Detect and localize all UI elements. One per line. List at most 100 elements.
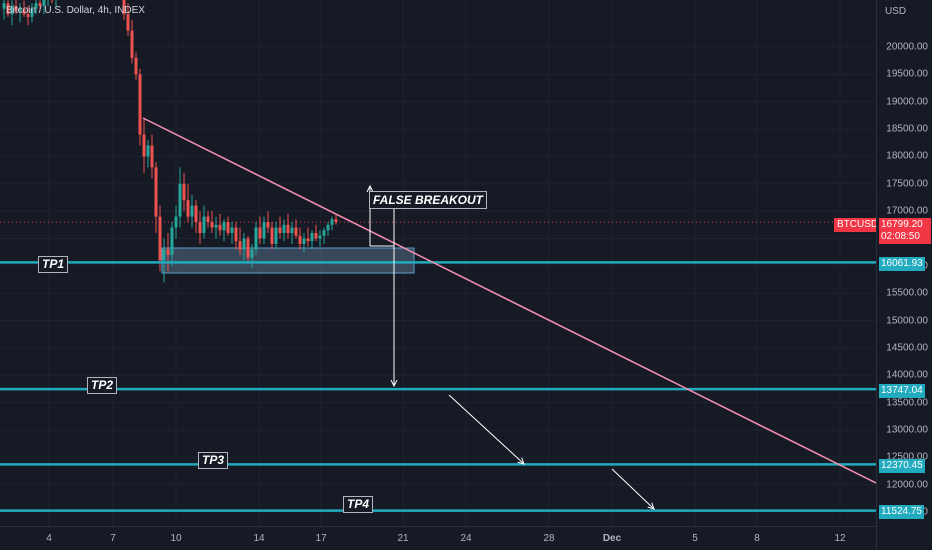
price-tick: 19500.00: [886, 68, 928, 80]
candle-body: [38, 3, 42, 6]
false-breakout-label[interactable]: FALSE BREAKOUT: [369, 191, 488, 209]
time-tick: 14: [253, 533, 265, 544]
candle-body: [30, 8, 34, 17]
candle-body: [238, 241, 242, 250]
candle-body: [322, 230, 326, 236]
time-tick: 8: [754, 533, 760, 544]
candle-body: [302, 238, 306, 244]
consolidation-zone-box[interactable]: [161, 247, 415, 274]
tp1-price-badge: 16061.93: [879, 257, 925, 271]
time-tick: 21: [397, 533, 409, 544]
candle-body: [234, 227, 238, 242]
candle-body: [210, 222, 214, 228]
candle-body: [230, 227, 234, 233]
price-tick: 17000.00: [886, 205, 928, 217]
candle-body: [270, 227, 274, 244]
candle-body: [250, 249, 254, 258]
candle-body: [26, 14, 30, 17]
candle-body: [122, 0, 126, 15]
time-tick: 12: [834, 533, 846, 544]
candle-body: [258, 227, 262, 239]
price-tick: 14000.00: [886, 369, 928, 381]
time-tick: 5: [692, 533, 698, 544]
candle-body: [190, 205, 194, 217]
candle-body: [146, 145, 150, 157]
price-tick: 15000.00: [886, 315, 928, 327]
trendline[interactable]: [142, 117, 876, 484]
candle-body: [6, 3, 10, 15]
price-tick: 12500.00: [886, 451, 928, 463]
candle-body: [166, 249, 170, 255]
price-tick: 18000.00: [886, 150, 928, 162]
candle-body: [158, 216, 162, 261]
tp3-price-badge: 12370.45: [879, 459, 925, 473]
candle-body: [126, 14, 130, 31]
candle-body: [186, 200, 190, 217]
candle-body: [162, 249, 166, 261]
price-tick: 17500.00: [886, 178, 928, 190]
candle-body: [218, 224, 222, 231]
candle-body: [262, 222, 266, 239]
candle-body: [206, 216, 210, 223]
last-price-badge: 16799.20 02:08:50: [879, 218, 931, 244]
candle-body: [138, 74, 142, 135]
candle-body: [306, 238, 310, 242]
time-tick: 4: [46, 533, 52, 544]
consolidation-zone[interactable]: [161, 247, 415, 274]
time-axis[interactable]: 4 7 10 14 17 21 24 28 Dec 5 8 12: [0, 526, 876, 550]
chart-canvas[interactable]: [0, 0, 876, 526]
tp4-label[interactable]: TP4: [343, 496, 374, 513]
chart-title: Bitcoin / U.S. Dollar, 4h, INDEX: [6, 5, 145, 16]
price-tick: 14500.00: [886, 342, 928, 354]
candle-body: [2, 3, 6, 9]
drop-arrow-tp4[interactable]: [611, 468, 654, 509]
candle-body: [318, 235, 322, 239]
candle-body: [282, 224, 286, 233]
time-tick: 10: [170, 533, 182, 544]
candle-body: [310, 233, 314, 242]
tp2-price-badge: 13747.04: [879, 384, 925, 398]
bar-countdown: 02:08:50: [881, 231, 920, 242]
time-tick: Dec: [602, 533, 622, 544]
candle-body: [274, 227, 278, 244]
candle-body: [42, 0, 46, 6]
candle-body: [134, 57, 138, 75]
candle-body: [174, 216, 178, 228]
price-tick: 12000.00: [886, 479, 928, 491]
descending-trendline[interactable]: [142, 117, 876, 484]
time-tick: 17: [315, 533, 327, 544]
candle-body: [34, 3, 38, 9]
candle-body: [194, 205, 198, 223]
symbol-badge: BTCUSD: [834, 218, 876, 232]
drop-arrow-tp3[interactable]: [448, 394, 524, 464]
candle-body: [294, 227, 298, 236]
time-tick: 28: [543, 533, 555, 544]
price-axis[interactable]: USD 20000.00 19500.00 19000.00 18500.00 1800…: [876, 0, 932, 550]
candle-body: [290, 227, 294, 233]
candle-body: [278, 227, 282, 233]
currency-label: USD: [885, 6, 907, 17]
candle-body: [10, 5, 14, 15]
tp3-label[interactable]: TP3: [198, 452, 229, 469]
candle-body: [254, 227, 258, 250]
last-price: 16799.20: [881, 219, 923, 230]
candle-body: [198, 222, 202, 233]
price-tick: 18500.00: [886, 123, 928, 135]
candle-body: [334, 219, 338, 223]
candle-body: [154, 167, 158, 217]
candle-body: [130, 30, 134, 58]
tp-level-lines[interactable]: [0, 261, 876, 512]
candle-body: [222, 222, 226, 231]
candle-body: [142, 134, 146, 157]
candle-body: [170, 227, 174, 255]
time-tick: 24: [460, 533, 472, 544]
candle-body: [246, 238, 250, 258]
candle-body: [22, 8, 26, 15]
tp1-label[interactable]: TP1: [38, 256, 69, 273]
candle-body: [18, 8, 22, 12]
tp2-label[interactable]: TP2: [87, 377, 118, 394]
chart-area[interactable]: Bitcoin / U.S. Dollar, 4h, INDEX TP1 TP2…: [0, 0, 876, 526]
candle-body: [286, 224, 290, 233]
candle-body: [266, 222, 270, 228]
candle-body: [14, 5, 18, 12]
